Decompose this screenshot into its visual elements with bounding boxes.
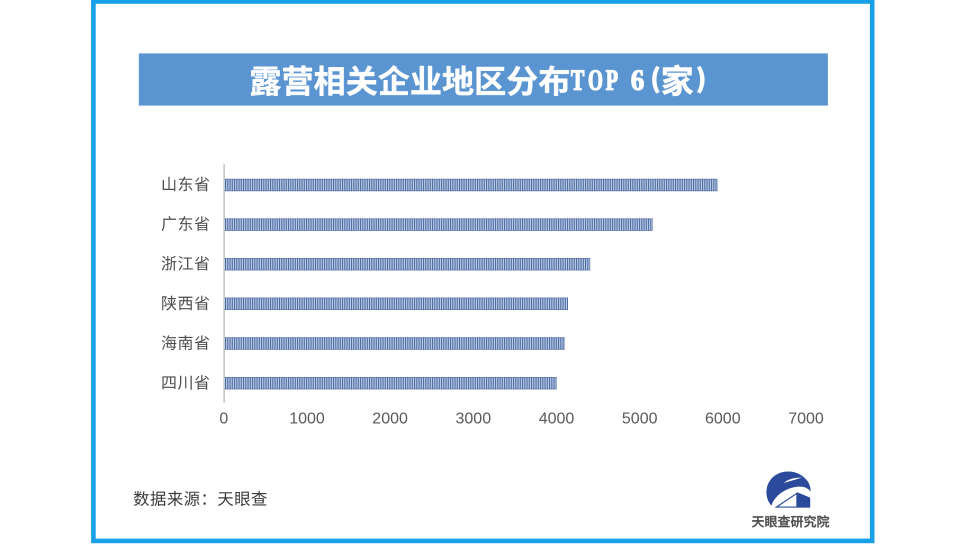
svg-text:1000: 1000 [289,411,325,428]
svg-text:2000: 2000 [372,411,408,428]
svg-text:6000: 6000 [705,411,741,428]
svg-text:7000: 7000 [788,411,824,428]
svg-text:4000: 4000 [539,411,575,428]
svg-text:0: 0 [219,411,228,428]
svg-text:5000: 5000 [622,411,658,428]
svg-text:3000: 3000 [456,411,492,428]
